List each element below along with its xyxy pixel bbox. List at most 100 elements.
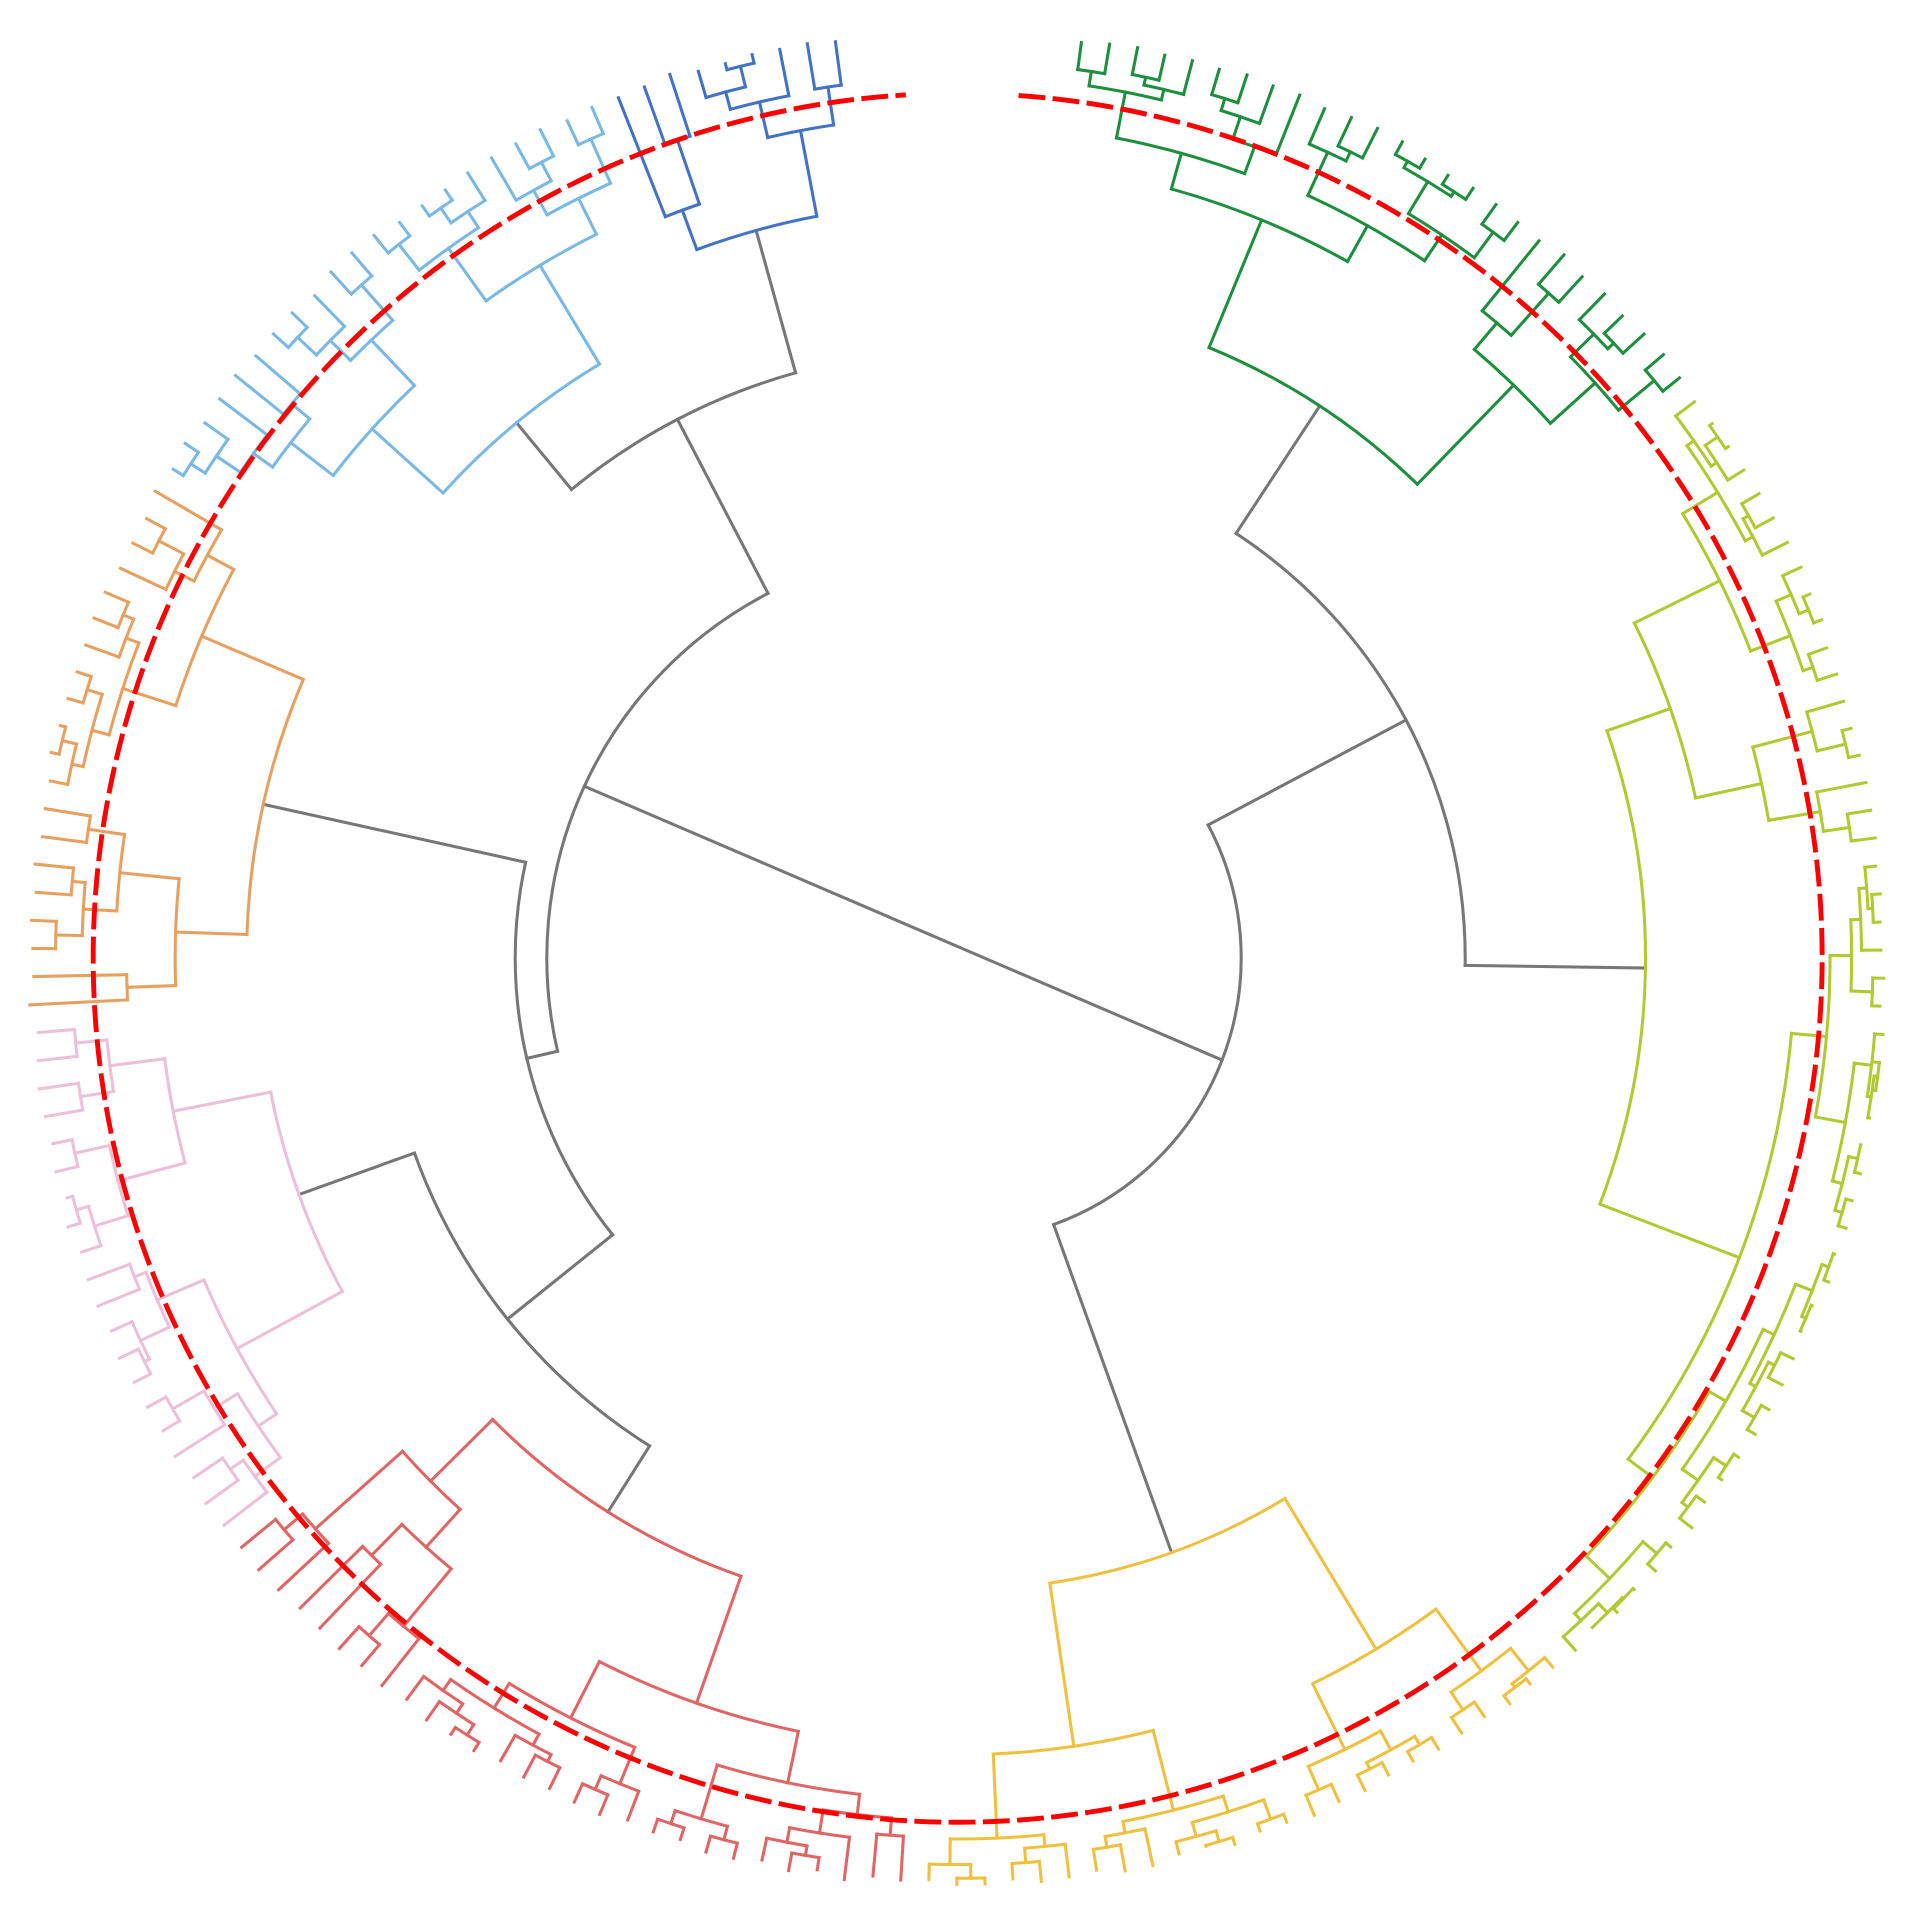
merge-merge-arc (1233, 531, 1467, 967)
orange-leaf-link (103, 590, 131, 605)
yellow-green-leaf-link (1630, 1586, 1637, 1592)
green-branch-link (1159, 87, 1166, 102)
orange-leaf-link (118, 566, 168, 592)
yellow-leaf-link (1174, 1839, 1181, 1856)
yellow-green-leaf-link (1849, 836, 1877, 843)
orange-leaf-link (29, 918, 58, 923)
orange-leaf-link (75, 670, 94, 679)
pink-leaf-link (96, 1287, 142, 1309)
red-merge-arc (580, 1781, 610, 1797)
yellow-green-branch-link (1815, 742, 1848, 753)
yellow-green-leaf-link (1731, 1452, 1741, 1460)
green-merge-arc (1076, 67, 1107, 76)
orange-merge-arc (80, 880, 87, 938)
dark-blue-leaf-link (642, 84, 668, 147)
green-merge-arc (1406, 211, 1477, 260)
light-blue-merge-arc (527, 153, 556, 171)
orange-merge-arc (117, 617, 136, 660)
yellow-green-leaf-link (1821, 1278, 1831, 1284)
yellow-green-leaf-link (1840, 726, 1854, 733)
pink-merge-arc (220, 1456, 241, 1483)
green-branch-link (1087, 69, 1093, 88)
red-merge-arc (421, 1674, 465, 1707)
pink-branch-link (108, 1057, 167, 1068)
red-leaf-link (498, 1733, 518, 1763)
green-leaf-link (1417, 156, 1428, 171)
yellow-green-merge-arc (1813, 953, 1832, 1119)
orange-branch-link (60, 738, 79, 746)
yellow-green-branch-link (1703, 434, 1720, 448)
red-leaf-link (521, 1753, 538, 1780)
yellow-green-leaf-link (1677, 1516, 1694, 1530)
orange-leaf-link (58, 723, 68, 729)
dark-blue-branch-link (675, 138, 702, 207)
yellow-leaf-link (1405, 1749, 1416, 1764)
pink-leaf-link (36, 1054, 79, 1063)
yellow-leaf-link (1118, 1843, 1127, 1873)
light-blue-merge-arc (203, 437, 231, 476)
orange-merge-arc (245, 677, 306, 936)
light-blue-merge-arc (270, 416, 312, 470)
green-branch-link (1345, 223, 1370, 264)
light-blue-leaf-link (328, 269, 354, 297)
yellow-green-leaf-link (1846, 753, 1862, 760)
light-blue-leaf-link (465, 170, 488, 203)
merge-merge-arc (1051, 822, 1243, 1227)
red-leaf-link (760, 1836, 769, 1862)
light-blue-merge-arc (386, 233, 412, 256)
red-merge-arc (673, 1808, 730, 1829)
green-merge-arc (1568, 354, 1621, 413)
yellow-green-branch-link (1793, 1282, 1815, 1293)
yellow-green-merge-arc (1870, 976, 1875, 1008)
orange-branch-link (121, 612, 136, 622)
yellow-green-branch-link (1774, 592, 1794, 604)
pink-branch-link (170, 1388, 207, 1412)
light-blue-branch-link (465, 209, 481, 230)
pink-leaf-link (36, 1027, 77, 1035)
green-branch-link (1219, 96, 1227, 113)
orange-branch-link (54, 933, 84, 938)
dark-blue-branch-link (723, 90, 733, 112)
red-leaf-link (651, 1817, 660, 1834)
yellow-green-merge-arc (1597, 728, 1648, 1207)
root-link (582, 784, 1225, 1063)
pink-leaf-link (160, 1418, 182, 1433)
light-blue-branch-link (537, 263, 602, 367)
pink-leaf-link (43, 1108, 85, 1119)
light-blue-leaf-link (590, 105, 606, 136)
yellow-green-merge-arc (1863, 865, 1870, 911)
yellow-branch-link (1412, 1734, 1422, 1747)
red-branch-link (428, 1417, 495, 1484)
red-leaf-link (842, 1835, 852, 1882)
light-blue-leaf-link (565, 118, 581, 147)
light-blue-branch-link (295, 335, 319, 358)
yellow-branch-link (1378, 1728, 1393, 1752)
pink-leaf-link (51, 1137, 74, 1146)
orange-branch-link (85, 687, 105, 697)
red-leaf-link (704, 1834, 713, 1855)
orange-leaf-link (32, 973, 129, 979)
light-blue-branch-link (251, 451, 275, 470)
dark-blue-merge-arc (694, 214, 819, 252)
pink-leaf-link (86, 1262, 132, 1282)
yellow-green-leaf-link (1843, 1197, 1854, 1203)
yellow-green-leaf-link (1723, 444, 1731, 451)
yellow-green-merge-arc (1677, 1493, 1699, 1521)
green-leaf-link (1307, 106, 1327, 147)
green-branch-link (1207, 217, 1264, 350)
orange-merge-arc (173, 877, 181, 988)
dark-blue-branch-link (798, 128, 819, 219)
green-leaf-link (1643, 352, 1666, 373)
green-branch-link (1472, 230, 1496, 260)
yellow-green-branch-link (1748, 633, 1793, 654)
yellow-green-branch-link (1597, 1202, 1742, 1260)
yellow-green-leaf-link (1873, 1032, 1885, 1037)
yellow-green-branch-link (1605, 706, 1673, 733)
dark-blue-branch-link (738, 64, 748, 89)
red-branch-link (454, 1701, 465, 1716)
yellow-green-merge-arc (1830, 1061, 1857, 1183)
pink-branch-link (138, 1325, 172, 1343)
green-leaf-link (1556, 274, 1585, 305)
yellow-green-branch-link (1680, 1467, 1701, 1483)
red-branch-link (694, 1574, 743, 1706)
